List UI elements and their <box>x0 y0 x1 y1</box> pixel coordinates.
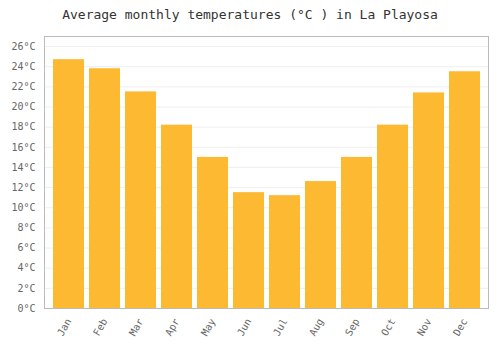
svg-text:Apr: Apr <box>163 317 182 338</box>
svg-text:8°C: 8°C <box>17 222 35 233</box>
svg-text:Dec: Dec <box>451 317 470 338</box>
svg-text:Nov: Nov <box>415 317 434 338</box>
svg-text:4°C: 4°C <box>17 262 35 273</box>
svg-text:14°C: 14°C <box>11 162 35 173</box>
html-text:Average monthly temperatures (: Average monthly temperatures (°C ) in La… <box>62 7 438 22</box>
svg-text:20°C: 20°C <box>11 101 35 112</box>
svg-text:0°C: 0°C <box>17 303 35 314</box>
svg-text:Oct: Oct <box>379 317 398 338</box>
svg-text:26°C: 26°C <box>11 41 35 52</box>
svg-text:Aug: Aug <box>307 317 326 338</box>
svg-text:10°C: 10°C <box>11 202 35 213</box>
svg-text:22°C: 22°C <box>11 81 35 92</box>
svg-text:May: May <box>199 317 218 338</box>
svg-text:Jun: Jun <box>235 317 254 338</box>
svg-text:Sep: Sep <box>343 317 362 338</box>
svg-text:Jul: Jul <box>271 317 290 338</box>
svg-text:16°C: 16°C <box>11 142 35 153</box>
svg-text:24°C: 24°C <box>11 61 35 72</box>
svg-text:6°C: 6°C <box>17 242 35 253</box>
svg-text:18°C: 18°C <box>11 121 35 132</box>
svg-text:12°C: 12°C <box>11 182 35 193</box>
svg-text:Feb: Feb <box>91 317 110 338</box>
svg-text:Jan: Jan <box>55 317 74 338</box>
svg-text:2°C: 2°C <box>17 283 35 294</box>
svg-text:Mar: Mar <box>127 317 146 338</box>
